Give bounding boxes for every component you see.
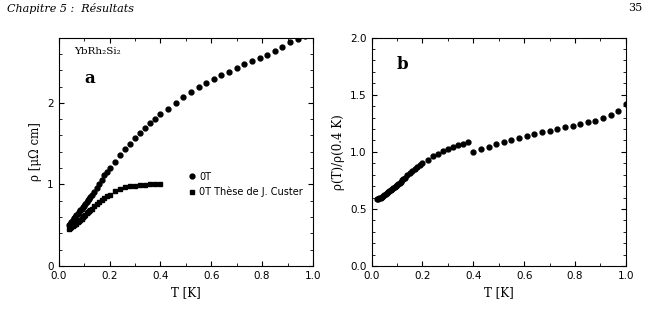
0T [67,222,74,225]
0T Thèse de J. Custer [76,218,84,222]
0T [136,131,144,135]
0T Thèse de J. Custer [68,224,76,228]
0T Thèse de J. Custer [84,210,92,214]
0T Thèse de J. Custer [82,213,89,217]
Text: b: b [397,56,409,73]
0T Thèse de J. Custer [80,214,88,218]
0T [164,107,172,110]
0T Thèse de J. Custer [75,219,83,223]
Y-axis label: ρ(T)/ρ(0.4 K): ρ(T)/ρ(0.4 K) [332,114,345,190]
Text: 35: 35 [628,3,642,13]
0T Thèse de J. Custer [93,202,101,206]
0T Thèse de J. Custer [87,208,95,212]
0T [151,117,159,121]
Text: a: a [84,69,95,87]
Line: 0T Thèse de J. Custer: 0T Thèse de J. Custer [67,182,162,231]
0T Thèse de J. Custer [98,198,106,202]
0T Thèse de J. Custer [131,184,139,187]
0T Thèse de J. Custer [146,182,154,186]
0T Thèse de J. Custer [91,204,98,208]
0T Thèse de J. Custer [70,223,78,227]
0T Thèse de J. Custer [136,183,144,187]
0T Thèse de J. Custer [85,209,93,213]
0T Thèse de J. Custer [95,200,103,204]
Text: YbRh₂Si₂: YbRh₂Si₂ [74,47,121,56]
0T Thèse de J. Custer [100,196,108,200]
0T Thèse de J. Custer [116,187,124,191]
0T Thèse de J. Custer [83,212,91,215]
0T Thèse de J. Custer [71,223,79,226]
0T [65,223,73,227]
0T [93,186,101,190]
0T Thèse de J. Custer [74,221,82,224]
X-axis label: T [K]: T [K] [171,286,201,300]
0T Thèse de J. Custer [151,182,159,186]
0T Thèse de J. Custer [67,226,74,229]
0T Thèse de J. Custer [156,182,164,186]
0T Thèse de J. Custer [126,185,134,188]
Y-axis label: ρ [μΩ cm]: ρ [μΩ cm] [29,122,42,181]
0T Thèse de J. Custer [88,207,96,210]
0T [309,30,317,34]
0T Thèse de J. Custer [78,217,85,221]
0T Thèse de J. Custer [68,225,76,229]
0T Thèse de J. Custer [111,189,119,193]
0T Thèse de J. Custer [65,227,73,230]
0T Thèse de J. Custer [79,216,87,219]
Text: Chapitre 5 :  Résultats: Chapitre 5 : Résultats [7,3,134,14]
0T Thèse de J. Custer [141,183,149,187]
Line: 0T: 0T [67,29,316,228]
0T Thèse de J. Custer [106,193,113,197]
0T Thèse de J. Custer [103,194,111,198]
0T Thèse de J. Custer [72,222,80,225]
X-axis label: T [K]: T [K] [484,286,514,300]
0T Thèse de J. Custer [121,185,128,189]
Legend: 0T, 0T Thèse de J. Custer: 0T, 0T Thèse de J. Custer [190,172,303,197]
0T [210,77,218,81]
